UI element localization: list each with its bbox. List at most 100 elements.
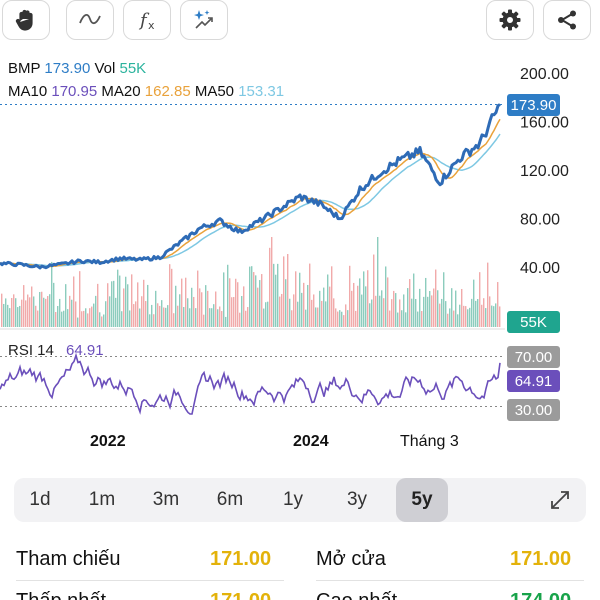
volume-bar <box>475 300 477 327</box>
ai-sparkle-chart-button[interactable] <box>180 0 228 40</box>
volume-bar <box>175 285 177 327</box>
volume-bar <box>117 269 119 327</box>
volume-bar <box>151 304 153 327</box>
freehand-line-icon <box>79 14 101 25</box>
volume-bar <box>479 272 481 327</box>
volume-bar <box>319 290 321 327</box>
function-fx-button[interactable]: f x <box>123 0 171 40</box>
volume-bar <box>249 266 251 327</box>
volume-bar <box>31 286 33 327</box>
volume-bar <box>115 297 117 327</box>
volume-bar <box>255 275 257 327</box>
stock-chart[interactable]: 200.00 160.00 120.00 80.00 40.00 RSI 14 64.91 <box>0 44 600 434</box>
range-5y[interactable]: 5y <box>396 478 448 522</box>
expand-chart-button[interactable] <box>534 478 586 522</box>
y-tick-label: 80.00 <box>520 212 560 229</box>
settings-button[interactable] <box>486 0 534 40</box>
share-button[interactable] <box>543 0 591 40</box>
volume-bar <box>349 265 351 327</box>
function-fx-icon: f x <box>138 10 155 32</box>
price-line <box>0 103 501 270</box>
time-range-selector: 1d 1m 3m 6m 1y 3y 5y <box>14 478 586 522</box>
open-price-value: 171.00 <box>510 548 572 570</box>
volume-bar <box>309 263 311 327</box>
volume-bar <box>97 283 99 327</box>
volume-bar <box>389 310 391 327</box>
volume-bar <box>163 307 165 327</box>
volume-bar <box>13 294 15 327</box>
volume-bar <box>387 277 389 327</box>
volume-bar <box>105 301 107 327</box>
volume-bar <box>359 278 361 327</box>
range-1y[interactable]: 1y <box>282 489 304 510</box>
volume-bar <box>437 290 439 327</box>
volume-bar <box>237 282 239 327</box>
ref-price-value: 171.00 <box>210 548 272 570</box>
volume-bar <box>29 297 31 327</box>
volume-bar <box>393 290 395 327</box>
volume-bar <box>299 272 301 327</box>
volume-bar <box>365 286 367 327</box>
volume-bar <box>173 313 175 327</box>
volume-bar <box>61 311 63 327</box>
svg-text:x: x <box>148 19 155 32</box>
legend-price-row: BMP 173.90 Vol 55K <box>8 60 146 77</box>
range-3m[interactable]: 3m <box>152 489 180 510</box>
volume-bar <box>379 295 381 327</box>
volume-bar <box>89 308 91 327</box>
volume-bar <box>401 310 403 327</box>
volume-bar <box>121 311 123 327</box>
volume-bar <box>49 294 51 327</box>
volume-bar <box>443 272 445 327</box>
volume-bar <box>101 316 103 327</box>
rsi-lower-tag: 30.00 <box>507 399 560 421</box>
expand-arrows-icon <box>551 491 569 509</box>
ref-price-label: Tham chiếu <box>16 548 121 570</box>
volume-bar <box>423 296 425 327</box>
volume-bar <box>339 310 341 327</box>
volume-bar <box>109 296 111 327</box>
volume-bar <box>93 303 95 327</box>
volume-bar <box>5 298 7 327</box>
volume-bar <box>417 311 419 327</box>
volume-bar <box>409 279 411 327</box>
ma10-label: MA10 <box>8 83 48 100</box>
volume-bar <box>473 279 475 327</box>
volume-bar <box>189 308 191 327</box>
volume-bar <box>425 277 427 327</box>
volume-bar <box>265 302 267 327</box>
volume-bar <box>11 298 13 327</box>
volume-bar <box>201 292 203 327</box>
hand-pan-button[interactable] <box>2 0 50 40</box>
volume-bar <box>297 301 299 327</box>
range-3y[interactable]: 3y <box>346 489 368 510</box>
symbol-label: BMP <box>8 60 41 77</box>
volume-bar <box>147 284 149 327</box>
volume-bar <box>215 291 217 327</box>
volume-bar <box>263 308 265 327</box>
volume-bar <box>133 304 135 327</box>
volume-bar <box>91 306 93 327</box>
ma20-value: 162.85 <box>144 83 191 100</box>
volume-bar <box>353 282 355 327</box>
volume-bar <box>197 270 199 327</box>
volume-bar <box>411 298 413 327</box>
volume-bar <box>491 305 493 327</box>
volume-bar <box>395 293 397 327</box>
volume-bar <box>487 262 489 327</box>
freehand-line-button[interactable] <box>66 0 114 40</box>
volume-bar <box>199 288 201 327</box>
volume-bar <box>153 314 155 327</box>
volume-bar <box>239 312 241 327</box>
volume-bar <box>295 271 297 327</box>
range-6m[interactable]: 6m <box>216 489 244 510</box>
volume-bar <box>143 279 145 327</box>
volume-bar <box>323 287 325 327</box>
range-1d[interactable]: 1d <box>29 489 51 510</box>
volume-bar <box>427 296 429 327</box>
volume-bar <box>445 301 447 327</box>
range-1m[interactable]: 1m <box>88 489 116 510</box>
vol-label: Vol <box>94 60 116 77</box>
volume-bar <box>33 296 35 327</box>
volume-bar <box>245 310 247 327</box>
